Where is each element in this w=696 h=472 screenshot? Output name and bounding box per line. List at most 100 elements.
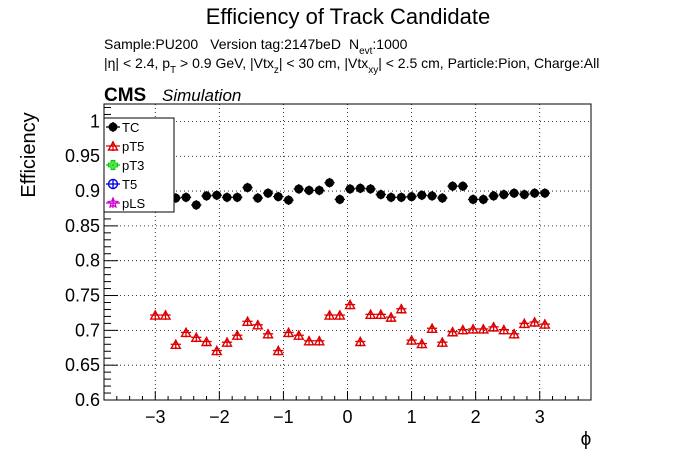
y-tick-label: 0.95 <box>65 146 100 166</box>
data-point <box>159 309 172 320</box>
data-point <box>530 188 540 198</box>
n-events-subscript: evt <box>359 46 373 57</box>
data-point <box>446 326 459 337</box>
data-marks <box>149 177 551 356</box>
data-point <box>386 192 396 202</box>
grid <box>104 104 591 401</box>
data-point <box>436 336 449 347</box>
data-point <box>364 308 377 320</box>
y-tick-label: 0.7 <box>75 320 100 340</box>
version-label: Version tag:2147beD <box>210 36 341 52</box>
data-point <box>499 190 509 200</box>
data-point <box>212 190 222 200</box>
data-point <box>303 335 315 346</box>
data-point <box>448 181 458 191</box>
data-point <box>334 309 346 320</box>
sample-label: Sample:PU200 <box>104 36 198 52</box>
y-tick-label: 0.8 <box>75 251 100 271</box>
chart-title: Efficiency of Track Candidate <box>206 4 491 29</box>
legend-marker <box>107 159 119 171</box>
data-point <box>335 194 345 204</box>
data-point <box>468 194 478 204</box>
data-point <box>313 335 326 346</box>
legend-marker <box>108 122 118 132</box>
data-point <box>241 315 254 326</box>
data-point <box>354 336 367 347</box>
data-point <box>222 192 232 202</box>
data-point <box>232 192 242 202</box>
data-point <box>540 188 550 198</box>
data-point <box>508 328 520 339</box>
x-tick-label: −2 <box>209 407 230 427</box>
y-tick-label: 0.65 <box>65 355 100 375</box>
data-point <box>375 308 387 320</box>
y-tick-label: 0.9 <box>75 181 100 201</box>
data-point <box>304 185 314 195</box>
data-point <box>253 193 263 203</box>
legend: TC pT5 pT3 T5 pLS <box>103 117 175 213</box>
y-tick-label: 0.75 <box>65 286 100 306</box>
data-point <box>272 345 284 356</box>
n-events-value: :1000 <box>372 36 407 52</box>
x-tick-label: −1 <box>273 407 294 427</box>
series-tc <box>150 177 550 210</box>
data-point <box>405 334 418 345</box>
data-point <box>190 331 202 343</box>
simulation-label: Simulation <box>162 86 241 105</box>
legend-marker <box>106 196 120 209</box>
data-point <box>395 303 408 314</box>
series-pt5 <box>149 299 551 356</box>
data-point <box>344 299 356 310</box>
data-point <box>487 321 500 332</box>
cms-label: CMS <box>104 85 146 106</box>
data-point <box>293 329 305 340</box>
data-point <box>252 319 264 330</box>
data-point <box>385 311 397 322</box>
data-point <box>263 188 273 198</box>
x-axis-label: ϕ <box>581 429 592 450</box>
x-tick-label: 2 <box>471 407 481 427</box>
data-point <box>478 194 488 204</box>
legend-label: pT3 <box>122 158 144 173</box>
data-point <box>191 200 201 210</box>
data-point <box>170 338 182 349</box>
data-point <box>273 192 283 202</box>
legend-label: pT5 <box>122 139 144 154</box>
data-point <box>509 188 519 198</box>
data-point <box>200 336 213 347</box>
x-tick-label: 1 <box>407 407 417 427</box>
legend-marker <box>107 140 119 151</box>
data-point <box>149 309 161 320</box>
data-point <box>498 324 510 335</box>
data-point <box>528 316 541 327</box>
legend-label: pLS <box>122 196 145 211</box>
legend-marker <box>107 178 119 190</box>
data-point <box>366 184 376 194</box>
data-point <box>477 323 490 334</box>
y-tick-label: 1 <box>90 111 100 131</box>
data-point <box>284 195 294 205</box>
data-point <box>458 181 468 191</box>
data-point <box>457 324 469 335</box>
legend-label: TC <box>122 120 139 135</box>
data-point <box>181 192 191 202</box>
data-point <box>426 322 438 333</box>
header-sample-line: Sample:PU200 Version tag:2147beD Nevt:1000 <box>104 36 408 57</box>
data-point <box>294 184 304 194</box>
data-point <box>243 183 253 193</box>
data-point <box>416 338 428 349</box>
y-tick-label: 0.85 <box>65 216 100 236</box>
data-point <box>518 317 531 329</box>
data-point <box>355 183 365 193</box>
legend-label: T5 <box>122 177 137 192</box>
data-point <box>180 327 192 338</box>
tick-labels: −3 −2 −1 0 1 2 3 0.6 0.65 0.7 0.75 0.8 0.85 0.9 0.95 1 <box>65 111 545 427</box>
data-point <box>202 191 212 201</box>
data-point <box>396 192 406 202</box>
data-point <box>519 190 529 200</box>
x-tick-label: 3 <box>535 407 545 427</box>
y-tick-label: 0.6 <box>75 390 100 410</box>
data-point <box>437 193 447 203</box>
data-point <box>376 190 386 200</box>
data-point <box>345 184 355 194</box>
